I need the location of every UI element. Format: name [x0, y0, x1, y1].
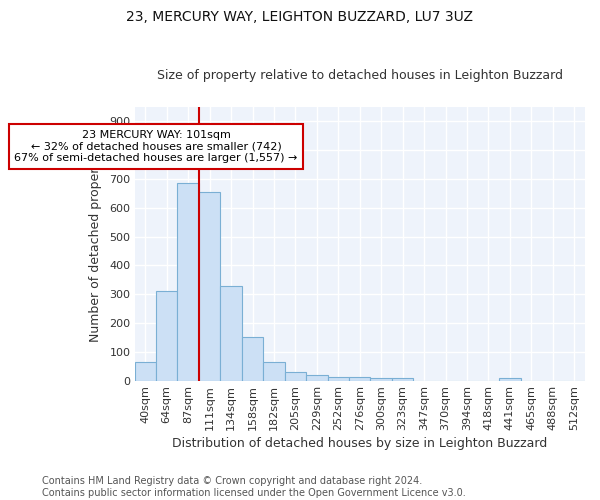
Bar — [349, 378, 370, 381]
Bar — [156, 292, 178, 381]
Title: Size of property relative to detached houses in Leighton Buzzard: Size of property relative to detached ho… — [157, 69, 563, 82]
Bar — [263, 362, 284, 381]
Bar — [199, 192, 220, 381]
Y-axis label: Number of detached properties: Number of detached properties — [89, 146, 103, 342]
Bar — [499, 378, 521, 381]
X-axis label: Distribution of detached houses by size in Leighton Buzzard: Distribution of detached houses by size … — [172, 437, 547, 450]
Bar — [242, 337, 263, 381]
Bar — [220, 286, 242, 381]
Text: Contains HM Land Registry data © Crown copyright and database right 2024.
Contai: Contains HM Land Registry data © Crown c… — [42, 476, 466, 498]
Bar — [306, 375, 328, 381]
Bar — [134, 362, 156, 381]
Text: 23 MERCURY WAY: 101sqm
← 32% of detached houses are smaller (742)
67% of semi-de: 23 MERCURY WAY: 101sqm ← 32% of detached… — [14, 130, 298, 163]
Text: 23, MERCURY WAY, LEIGHTON BUZZARD, LU7 3UZ: 23, MERCURY WAY, LEIGHTON BUZZARD, LU7 3… — [127, 10, 473, 24]
Bar — [178, 183, 199, 381]
Bar — [370, 378, 392, 381]
Bar — [392, 378, 413, 381]
Bar — [284, 372, 306, 381]
Bar — [328, 378, 349, 381]
